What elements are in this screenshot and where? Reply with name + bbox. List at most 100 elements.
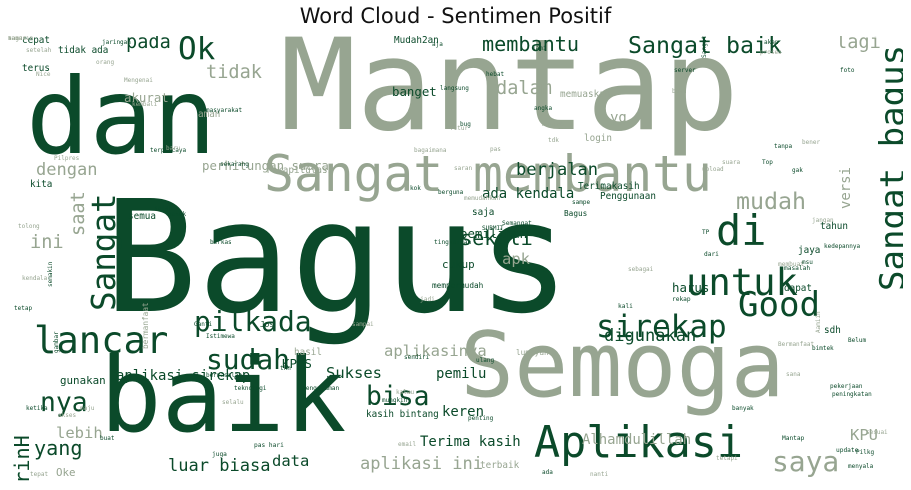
word-hebat: hebat bbox=[486, 71, 505, 78]
word-kalau: kalau bbox=[396, 389, 415, 396]
word-kpps: KPPS bbox=[282, 356, 312, 371]
word-hasil: hasil bbox=[294, 347, 322, 358]
word-mantap: Mantap bbox=[280, 36, 740, 159]
word-sdh: sdh bbox=[824, 325, 841, 336]
word-jangan: jangan bbox=[812, 217, 834, 224]
word-terus: terus bbox=[22, 63, 50, 74]
word-tidak-ada: tidak ada bbox=[58, 45, 109, 56]
word-tp: TP bbox=[702, 229, 710, 236]
word-rekapitulasi: rekapitulasi bbox=[266, 165, 334, 176]
word-banget: banget bbox=[392, 84, 437, 99]
word-kedepannya: kedepannya bbox=[824, 243, 861, 250]
word-berkas: berkas bbox=[210, 239, 232, 246]
word-bermasalah: bermasalah bbox=[206, 372, 243, 379]
word-tahun: tahun bbox=[820, 221, 848, 232]
word-data: data bbox=[272, 452, 310, 470]
word-sampai: sampai bbox=[352, 321, 374, 328]
word-submit: SUBMIT bbox=[482, 225, 504, 232]
word-kali: kali bbox=[618, 303, 633, 310]
word-lebih: lebih bbox=[56, 424, 103, 442]
word-kendala: kendala bbox=[22, 275, 48, 282]
word-good: Good bbox=[738, 285, 821, 325]
word-nanti: nanti bbox=[590, 471, 609, 478]
word-mudah: mudah bbox=[736, 188, 806, 215]
word-semoga: Semoga bbox=[460, 314, 785, 418]
word-membantu: membantu bbox=[482, 36, 580, 56]
word-tanpa: tanpa bbox=[774, 143, 793, 150]
chart-title: Word Cloud - Sentimen Positif bbox=[299, 4, 612, 28]
word-sendiri: sendiri bbox=[404, 354, 430, 361]
word-lagi: lagi bbox=[836, 36, 881, 53]
word-buka: buka bbox=[672, 88, 687, 95]
word-alhamdulillah: Alhamdulillah bbox=[582, 432, 692, 448]
word-akan: akan bbox=[764, 39, 779, 46]
word-versi: versi bbox=[838, 167, 854, 210]
word-kita: kita bbox=[30, 179, 53, 190]
word-setelah: setelah bbox=[26, 47, 52, 54]
word-tidak: tidak bbox=[206, 62, 262, 83]
word-msu: msu bbox=[802, 259, 813, 266]
word-sukses: Sukses bbox=[326, 364, 382, 382]
word-sangat-membantu: Sangat membantu bbox=[264, 145, 712, 203]
word-login: login bbox=[584, 133, 612, 144]
word-aplikasi: Aplikasi bbox=[534, 418, 743, 468]
word-aja: aja bbox=[432, 41, 443, 48]
word-semakin: semakin bbox=[47, 261, 54, 287]
word-ulang: ulang bbox=[476, 357, 495, 364]
word-baik: baik bbox=[100, 337, 347, 456]
word-kok: kok bbox=[410, 185, 421, 192]
word-memuaskan: memuaskan bbox=[560, 89, 611, 100]
word-thn: thn bbox=[280, 365, 291, 372]
word-salah: salah bbox=[154, 205, 173, 212]
word-terima-kasih: Terima kasih bbox=[420, 434, 521, 450]
word-terimakasih: Terimakasih bbox=[578, 181, 640, 192]
word-bug: bug bbox=[460, 121, 471, 128]
word-ada: ada bbox=[542, 469, 553, 476]
word-cukup: cukup bbox=[442, 258, 475, 271]
word-bagaimana: bagaimana bbox=[414, 147, 447, 154]
word-dalam: dalam bbox=[496, 78, 552, 99]
word-dengan: dengan bbox=[36, 160, 98, 180]
word-seperti: seperti bbox=[520, 267, 546, 274]
word-sangat: Sangat bbox=[85, 193, 123, 312]
word-semua: semua bbox=[128, 211, 156, 222]
word-jos: Jos bbox=[260, 320, 274, 329]
word-fitur: fitur bbox=[450, 125, 469, 132]
word-gak: gak bbox=[792, 167, 803, 174]
word-update: update bbox=[836, 447, 859, 454]
word-aplikasi-ini: aplikasi ini bbox=[360, 454, 484, 474]
word-kamarin: kamarin bbox=[8, 36, 34, 42]
word-email: email bbox=[398, 441, 417, 448]
word-terbaik: terbaik bbox=[480, 460, 520, 471]
word-teknologi: teknologi bbox=[234, 385, 267, 392]
word-pada: pada bbox=[126, 36, 171, 53]
word-penggunaan: Penggunaan bbox=[600, 191, 656, 202]
word-akurat: akurat bbox=[124, 90, 169, 105]
word-pilkg: Pilkg bbox=[856, 449, 875, 456]
word-apk: apk bbox=[502, 250, 530, 268]
word-pas-hari: pas hari bbox=[254, 442, 284, 449]
word-cepat: cepat bbox=[22, 36, 50, 46]
word-juga: juga bbox=[212, 451, 227, 458]
word-yang: yang bbox=[34, 436, 83, 460]
word-kpu: KPU bbox=[850, 426, 878, 444]
word-perhitungan-suara: perhitungan suara bbox=[202, 158, 329, 173]
word-top: Top bbox=[762, 159, 773, 166]
word-sangat-baik: Sangat baik bbox=[628, 36, 782, 59]
word-mengenai: Mengenai bbox=[124, 77, 153, 84]
word-buat: buat bbox=[100, 435, 115, 442]
word-saja: saja bbox=[472, 207, 495, 218]
word-jaringan: jaringan bbox=[102, 39, 131, 46]
word-gambar: gambar bbox=[53, 330, 60, 353]
word-lumayan: lumayan bbox=[516, 348, 549, 357]
word-langsung: langsung bbox=[440, 85, 469, 92]
word-nice: Nice bbox=[36, 71, 51, 78]
word-saya: saya bbox=[772, 445, 840, 478]
word-belum: Belum bbox=[848, 337, 867, 344]
word-sekali: sekali bbox=[460, 226, 533, 250]
word-maju: maju bbox=[80, 405, 95, 412]
word-terpercaya: terpercaya bbox=[150, 147, 187, 154]
word-bermanfaat: bermanfaat bbox=[141, 302, 150, 349]
word-proses: proses bbox=[760, 49, 782, 56]
word-mempermudah: mempermudah bbox=[432, 281, 484, 290]
